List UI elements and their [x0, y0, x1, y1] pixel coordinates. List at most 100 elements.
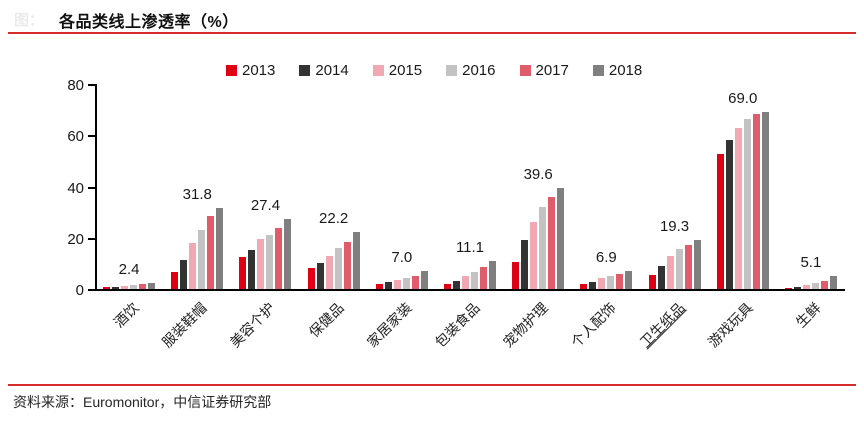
bar-2013-生鲜 — [784, 287, 792, 289]
bar-2015-保健品 — [325, 255, 333, 289]
legend-label: 2016 — [462, 62, 496, 79]
bar-2015-美容个护 — [257, 239, 265, 289]
bar-2015-个人配饰 — [598, 277, 606, 289]
bar-2013-酒饮 — [103, 287, 111, 289]
bar-2016-包装食品 — [471, 271, 478, 289]
bar-2015-游戏玩具 — [734, 127, 742, 289]
x-axis-category-label: 酒饮 — [110, 299, 142, 331]
bar-2015-宠物护理 — [530, 221, 538, 289]
legend-item-2013: 2013 — [226, 62, 275, 79]
legend-item-2017: 2017 — [519, 62, 569, 79]
data-label-卫生纸品: 19.3 — [659, 217, 690, 235]
chart-legend: 2013 2014 2015 2016 2017 2018 — [226, 62, 642, 79]
data-label-酒饮: 2.4 — [118, 260, 140, 278]
bar-2016-酒饮 — [130, 285, 138, 289]
bar-2014-包装食品 — [453, 280, 460, 289]
legend-swatch-icon — [446, 65, 458, 76]
y-axis-tick-label: 80 — [67, 77, 84, 94]
bar-2016-生鲜 — [811, 283, 819, 289]
x-axis-category-label: 个人配饰 — [568, 299, 620, 351]
data-label-服装鞋帽: 31.8 — [182, 185, 212, 203]
data-label-保健品: 22.2 — [319, 210, 349, 228]
bar-2014-游戏玩具 — [725, 140, 733, 289]
bar-2018-个人配饰 — [625, 271, 633, 289]
legend-item-2018: 2018 — [592, 62, 643, 79]
x-axis-category-label: 宠物护理 — [499, 299, 551, 351]
bar-2017-保健品 — [343, 241, 351, 289]
bar-2018-生鲜 — [829, 275, 837, 289]
bar-2014-家居家装 — [384, 282, 392, 289]
bar-2014-服装鞋帽 — [180, 260, 188, 289]
x-axis-category-label: 服装鞋帽 — [159, 299, 210, 351]
bar-2018-服装鞋帽 — [216, 207, 224, 289]
y-axis-tick — [88, 135, 95, 138]
x-axis-category-label: 包装食品 — [431, 299, 483, 351]
bar-2018-游戏玩具 — [761, 112, 769, 289]
bar-2018-保健品 — [352, 232, 360, 289]
title-divider-line — [8, 32, 856, 34]
x-axis-category-label: 美容个护 — [227, 299, 279, 351]
data-label-家居家装: 7.0 — [391, 249, 413, 267]
y-axis-line — [95, 84, 97, 291]
bar-2014-酒饮 — [112, 286, 120, 289]
bar-2017-家居家装 — [411, 275, 419, 289]
bar-2017-酒饮 — [139, 284, 147, 289]
bar-2014-卫生纸品 — [657, 266, 665, 289]
bar-2013-家居家装 — [375, 283, 383, 289]
bar-2018-家居家装 — [420, 271, 428, 289]
bar-2013-包装食品 — [444, 283, 451, 289]
bar-2016-保健品 — [334, 248, 342, 289]
bar-2015-生鲜 — [802, 285, 810, 289]
y-axis-tick — [88, 186, 95, 189]
bar-2015-包装食品 — [462, 275, 469, 289]
bar-2018-宠物护理 — [557, 187, 565, 289]
x-axis-line — [95, 289, 845, 291]
legend-swatch-icon — [519, 65, 531, 76]
bar-2013-美容个护 — [239, 256, 247, 289]
x-axis-category-label: 家居家装 — [363, 299, 415, 351]
legend-item-2014: 2014 — [299, 62, 349, 79]
bar-2017-生鲜 — [820, 280, 828, 289]
bar-2017-游戏玩具 — [752, 113, 760, 289]
data-source-note: 资料来源：Euromonitor，中信证券研究部 — [13, 394, 272, 410]
bar-2013-卫生纸品 — [648, 274, 656, 289]
bar-2013-服装鞋帽 — [171, 272, 179, 289]
legend-swatch-icon — [299, 65, 311, 76]
bar-2014-宠物护理 — [521, 240, 529, 289]
bar-2016-卫生纸品 — [675, 249, 683, 289]
data-label-生鲜: 5.1 — [800, 253, 822, 271]
bar-2018-美容个护 — [284, 218, 292, 289]
bar-2016-服装鞋帽 — [198, 230, 206, 289]
y-axis-tick — [88, 289, 95, 291]
data-label-美容个护: 27.4 — [250, 196, 281, 214]
legend-label: 2018 — [608, 62, 643, 79]
bar-2017-包装食品 — [480, 266, 487, 289]
data-label-包装食品: 11.1 — [455, 238, 485, 256]
y-axis-tick-label: 0 — [75, 282, 84, 299]
bar-2016-游戏玩具 — [743, 119, 751, 289]
y-axis-tick-label: 60 — [67, 128, 84, 146]
bar-2016-宠物护理 — [539, 207, 547, 289]
bar-2016-家居家装 — [402, 277, 410, 289]
x-axis-category-label: 游戏玩具 — [704, 299, 756, 351]
x-axis-category-label: 生鲜 — [792, 299, 824, 331]
bar-2014-个人配饰 — [589, 281, 597, 289]
legend-label: 2013 — [242, 62, 276, 79]
legend-swatch-icon — [226, 65, 237, 76]
y-axis-tick — [88, 237, 95, 240]
bar-2015-卫生纸品 — [666, 255, 674, 289]
bar-2013-游戏玩具 — [716, 154, 724, 289]
legend-swatch-icon — [592, 65, 604, 76]
bar-2016-美容个护 — [266, 234, 274, 289]
bar-2017-个人配饰 — [616, 274, 624, 289]
chart-title: 各品类线上渗透率（%） — [59, 14, 239, 31]
y-axis-tick-label: 40 — [67, 179, 84, 197]
footer-divider-line — [8, 384, 856, 386]
y-axis-tick-label: 20 — [67, 230, 84, 248]
bar-2015-酒饮 — [121, 285, 129, 289]
bar-2015-家居家装 — [393, 279, 401, 289]
bar-2015-服装鞋帽 — [189, 243, 197, 289]
bar-2017-服装鞋帽 — [207, 216, 215, 289]
bar-2018-酒饮 — [148, 282, 156, 289]
